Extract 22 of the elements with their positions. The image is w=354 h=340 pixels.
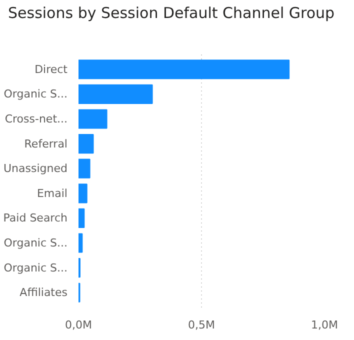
x-tick-label: 0,0M: [65, 318, 92, 332]
y-tick-label: Direct: [34, 62, 68, 76]
bar: [78, 208, 85, 228]
y-tick-label: Referral: [24, 137, 68, 150]
y-tick-label: Unassigned: [4, 162, 68, 176]
y-tick-label: Organic S...: [4, 88, 68, 101]
bar: [78, 134, 94, 154]
bar: [78, 233, 83, 253]
y-tick-label: Organic S...: [4, 236, 68, 250]
y-tick-label: Cross-net...: [4, 112, 68, 126]
y-tick-label: Affiliates: [20, 286, 68, 300]
y-tick-label: Organic S...: [4, 261, 68, 274]
y-tick-label: Email: [36, 186, 68, 200]
x-tick-label: 1,0M: [311, 318, 338, 332]
bar: [78, 84, 153, 104]
bar: [78, 109, 108, 129]
chart-title: Sessions by Session Default Channel Group: [8, 4, 336, 23]
bar: [78, 158, 90, 178]
x-tick-label: 0,5M: [188, 318, 215, 332]
bar: [78, 184, 88, 204]
y-tick-label: Paid Search: [3, 212, 68, 225]
bar: [78, 60, 290, 80]
